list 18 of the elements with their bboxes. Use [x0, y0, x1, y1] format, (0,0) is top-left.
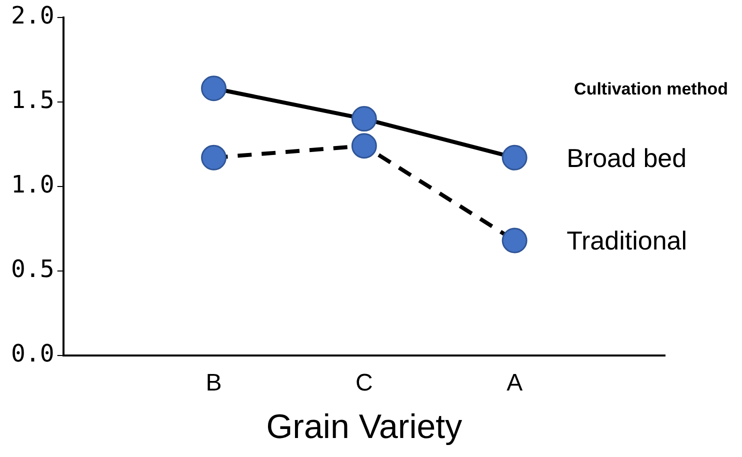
series-label: Traditional	[566, 226, 688, 256]
y-tick-label: 1.0	[10, 170, 54, 199]
point	[351, 133, 377, 159]
x-tick-label: C	[356, 369, 373, 396]
y-tick-label: 0.5	[10, 255, 54, 284]
x-axis-title: Grain Variety	[266, 408, 462, 446]
point	[502, 144, 528, 170]
point	[351, 106, 377, 132]
point	[502, 228, 528, 254]
y-tick-label: 2.0	[10, 2, 54, 30]
point	[201, 76, 227, 102]
y-tick-label: 1.5	[10, 86, 54, 114]
y-tick-label: 0.0	[10, 340, 54, 368]
series-label: Broad bed	[566, 142, 687, 173]
x-tick-label: A	[506, 369, 523, 396]
x-tick-label: B	[206, 369, 222, 396]
point	[201, 144, 227, 170]
legend-title: Cultivation method	[574, 79, 728, 98]
